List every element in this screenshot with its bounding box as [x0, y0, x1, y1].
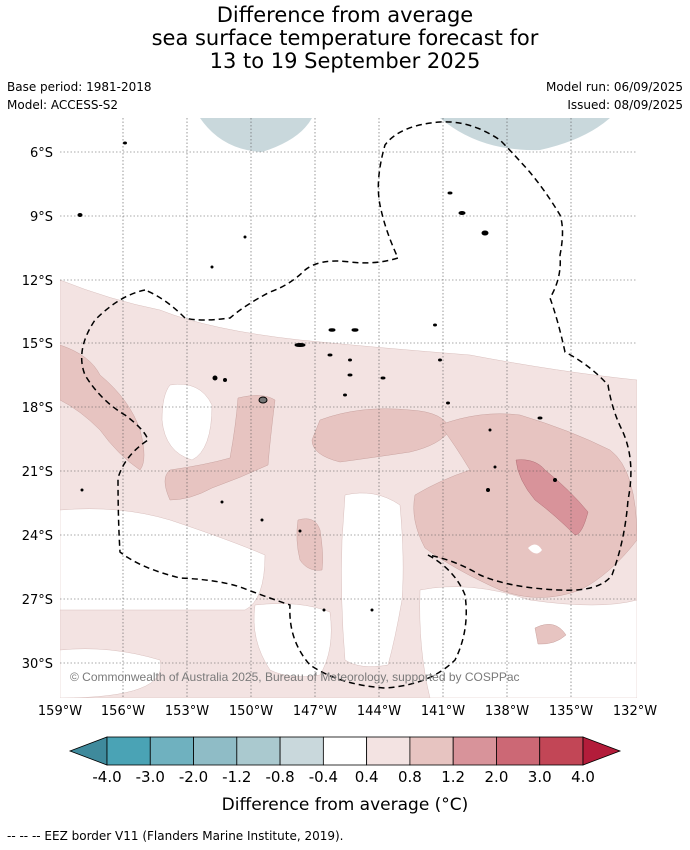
warm-anomaly-0-8-patch-6 [534, 624, 567, 645]
lat-label: 18°S [22, 401, 53, 416]
colorbar-label: Difference from average (°C) [222, 795, 469, 815]
lon-label: 132°W [613, 704, 657, 719]
near-average-patch-3 [341, 492, 404, 667]
lon-label: 138°W [485, 704, 529, 719]
near-average-patch-1 [161, 383, 213, 461]
colorbar-segment [452, 736, 497, 766]
warm-anomaly-0-8-patch-5 [413, 413, 637, 598]
colorbar-segment [193, 736, 238, 766]
colorbar-tick-label: 0.8 [398, 768, 422, 786]
lon-label: 144°W [357, 704, 401, 719]
colorbar-extend-low [68, 736, 108, 766]
near-average-patch-5 [419, 586, 637, 698]
lon-label: 135°W [549, 704, 593, 719]
latitude-labels: 6°S 9°S 12°S 15°S 18°S 21°S 24°S 27°S 30… [22, 146, 53, 672]
colorbar-segment [366, 736, 411, 766]
lon-label: 153°W [165, 704, 209, 719]
lon-label: 156°W [101, 704, 145, 719]
lat-label: 30°S [22, 657, 53, 672]
lat-label: 21°S [22, 465, 53, 480]
colorbar-segment [322, 736, 368, 766]
lat-label: 6°S [30, 146, 53, 161]
lat-label: 24°S [22, 529, 53, 544]
near-average-patch-2 [60, 508, 266, 611]
map-area [60, 118, 637, 698]
colorbar-segment [496, 736, 541, 766]
colorbar-tick-label: -3.0 [136, 768, 165, 786]
colorbar-tick-label: 4.0 [571, 768, 595, 786]
colorbar-tick-label: -0.8 [265, 768, 294, 786]
colorbar-tick-label: -2.0 [179, 768, 208, 786]
near-average-spot [528, 544, 542, 554]
warm-anomaly-0-8-patch-3 [311, 408, 451, 463]
colorbar-tick-label: 3.0 [528, 768, 552, 786]
colorbar-segment [539, 736, 584, 766]
colorbar-tick-label: -1.2 [222, 768, 251, 786]
colorbar-extend-high [582, 736, 622, 766]
lat-label: 9°S [30, 210, 53, 225]
near-average-patch-4 [253, 603, 332, 677]
colorbar-tick-label: 1.2 [441, 768, 465, 786]
gridlines [60, 118, 637, 698]
eez-borders [80, 121, 632, 689]
warm-anomaly-0-8-patch-4 [296, 518, 323, 571]
map-title: Difference from average sea surface temp… [0, 4, 690, 73]
title-line-3: 13 to 19 September 2025 [209, 49, 481, 73]
issued-date: Issued: 08/09/2025 [567, 98, 683, 112]
colorbar-segment [409, 736, 454, 766]
lon-label: 150°W [229, 704, 273, 719]
copyright-notice: © Commonwealth of Australia 2025, Bureau… [70, 670, 520, 684]
colorbar [68, 736, 622, 766]
lat-label: 15°S [22, 337, 53, 352]
colorbar-segment [106, 736, 151, 766]
warm-anomaly-1-2-patch [515, 459, 589, 536]
model-run: Model run: 06/09/2025 [545, 80, 683, 94]
model-name: Model: ACCESS-S2 [7, 98, 119, 112]
base-period: Base period: 1981-2018 [7, 80, 152, 94]
lon-label: 147°W [293, 704, 337, 719]
title-line-1: Difference from average [216, 3, 474, 27]
colorbar-segment [236, 736, 281, 766]
near-average-patch-6 [60, 648, 162, 698]
cool-anomaly-north-east [440, 118, 610, 151]
colorbar-segment [149, 736, 194, 766]
meta-left: Base period: 1981-2018 Model: ACCESS-S2 [7, 78, 152, 114]
colorbar-tick-label: -4.0 [92, 768, 121, 786]
meta-right: Model run: 06/09/2025 Issued: 08/09/2025 [546, 78, 683, 114]
lat-label: 27°S [22, 593, 53, 608]
colorbar-tick-label: 0.4 [355, 768, 379, 786]
eez-legend-footer: -- -- -- EEZ border V11 (Flanders Marine… [7, 829, 344, 843]
lat-label: 12°S [22, 274, 53, 289]
colorbar-tick-labels: -4.0 -3.0 -2.0 -1.2 -0.8 -0.4 0.4 0.8 1.2 2.0 3.0 4… [92, 768, 595, 786]
lon-label: 159°W [38, 704, 82, 719]
lon-label: 141°W [421, 704, 465, 719]
colorbar-tick-label: 2.0 [485, 768, 509, 786]
cool-anomaly-north-west [200, 118, 312, 152]
colorbar-segment [279, 736, 324, 766]
colorbar-tick-label: -0.4 [309, 768, 338, 786]
longitude-labels: 159°W 156°W 153°W 150°W 147°W 144°W 141°… [38, 704, 657, 719]
title-line-2: sea surface temperature forecast for [151, 26, 539, 50]
warm-anomaly-0-8-patch-1 [60, 344, 145, 471]
islands [77, 141, 557, 612]
